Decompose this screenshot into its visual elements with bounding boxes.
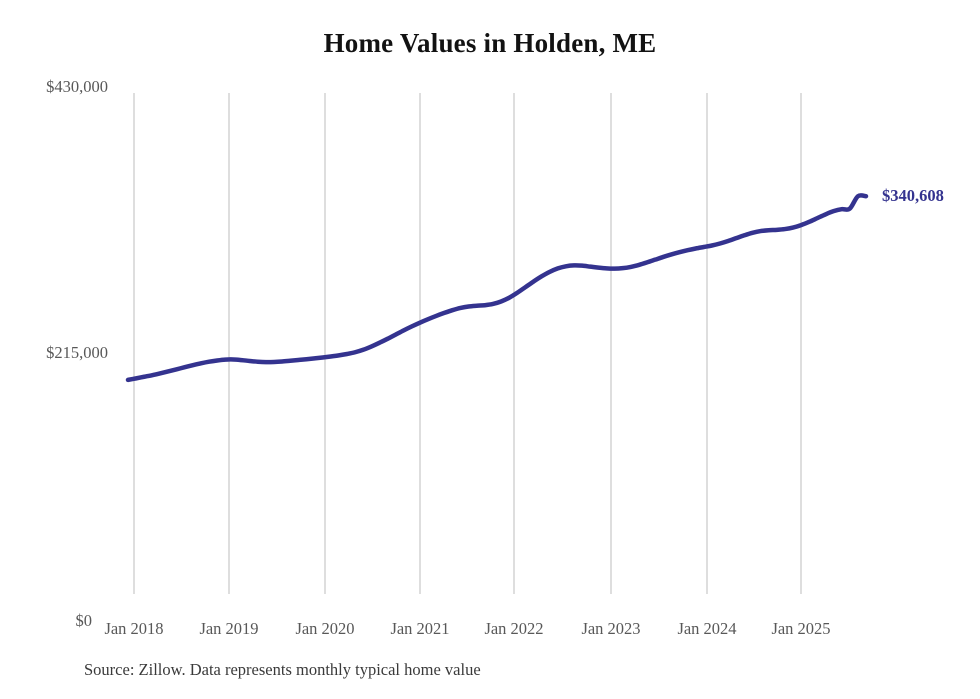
home-value-line bbox=[125, 193, 869, 383]
x-axis-tick-jan-2023: Jan 2023 bbox=[581, 619, 641, 638]
x-axis-tick-jan-2018: Jan 2018 bbox=[104, 619, 164, 638]
chart-title: Home Values in Holden, ME bbox=[323, 28, 657, 58]
end-value-label: $340,608 bbox=[882, 186, 944, 206]
y-axis-tick-mid: $215,000 bbox=[46, 343, 108, 362]
x-axis-tick-jan-2019: Jan 2019 bbox=[199, 619, 259, 638]
x-axis-tick-jan-2024: Jan 2024 bbox=[677, 619, 737, 638]
source-note: Source: Zillow. Data represents monthly … bbox=[84, 660, 481, 679]
gridlines bbox=[133, 93, 802, 594]
x-axis-tick-jan-2021: Jan 2021 bbox=[390, 619, 450, 638]
x-axis-tick-jan-2022: Jan 2022 bbox=[484, 619, 544, 638]
y-axis-tick-zero: $0 bbox=[75, 611, 93, 630]
y-axis-tick-top: $430,000 bbox=[46, 77, 108, 96]
x-axis-tick-jan-2020: Jan 2020 bbox=[295, 619, 355, 638]
x-axis-tick-jan-2025: Jan 2025 bbox=[771, 619, 831, 638]
